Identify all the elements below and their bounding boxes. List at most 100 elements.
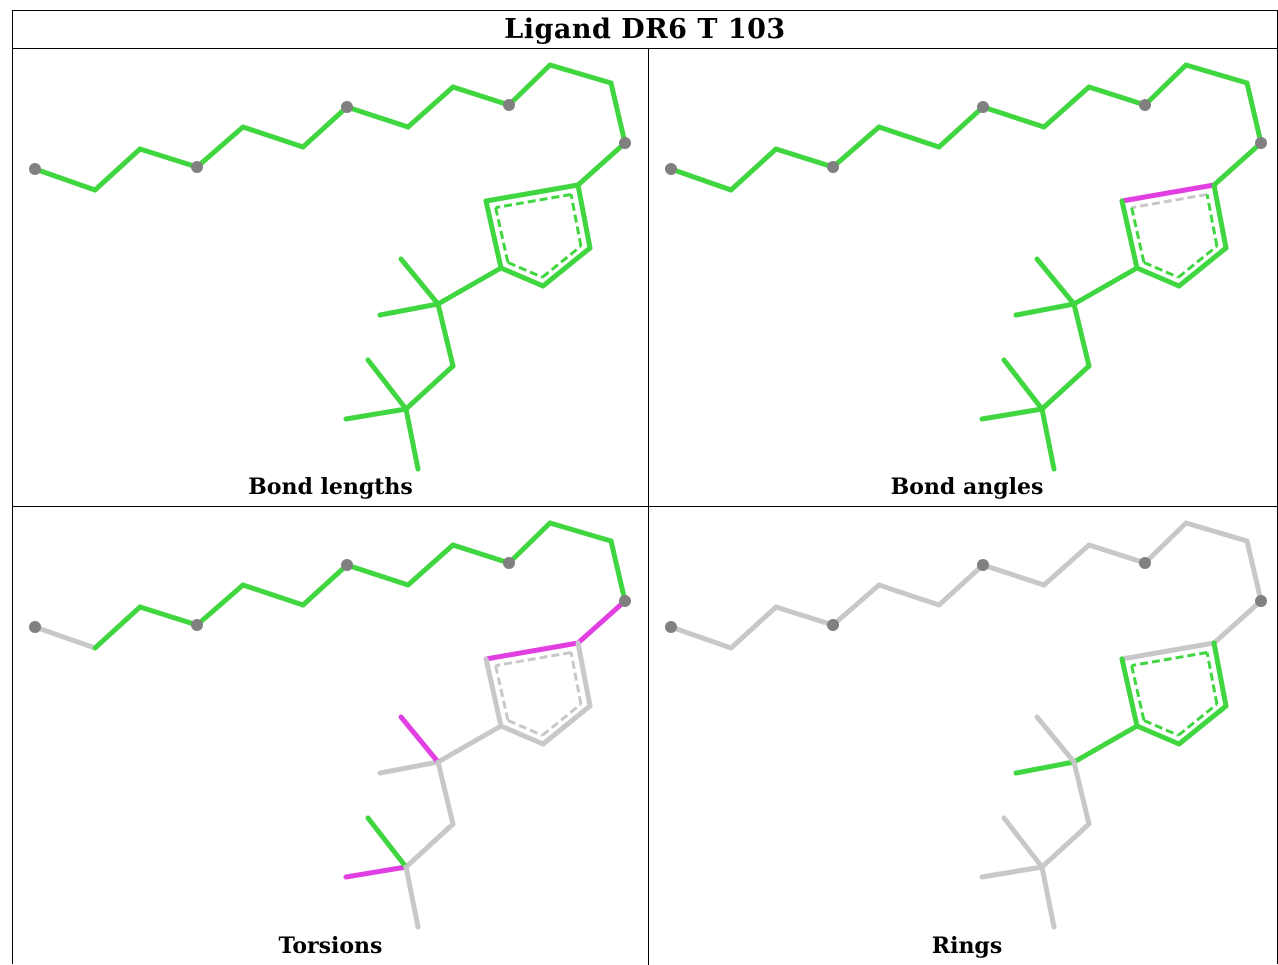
bond-15-16 — [498, 723, 546, 747]
title-row: Ligand DR6 T 103 — [13, 11, 1277, 49]
bond-22-24 — [365, 815, 409, 870]
bond-13-14 — [483, 640, 581, 662]
bond-6-7 — [980, 104, 1047, 130]
bond-16-17 — [1176, 245, 1229, 289]
panel-caption: Torsions — [278, 933, 383, 959]
bond-22-25 — [403, 406, 421, 472]
bond-12-13 — [575, 598, 628, 646]
bond-12-13 — [1211, 140, 1264, 188]
aromatic-bond-dash — [541, 702, 582, 737]
atom-sphere — [503, 557, 515, 569]
aromatic-bond-dash — [507, 261, 543, 279]
panel-bond-lengths: Bond lengths — [13, 49, 649, 507]
aromatic-bond-dash — [1177, 702, 1218, 737]
atom-sphere — [977, 559, 989, 571]
bond-15-18 — [1071, 265, 1140, 307]
bond-8-9 — [450, 84, 512, 108]
bond-3-4 — [194, 124, 246, 170]
atom-sphere — [827, 619, 839, 631]
bond-22-24 — [365, 357, 409, 412]
aromatic-bond-dash — [495, 192, 572, 210]
bond-1-2 — [728, 146, 779, 193]
bond-10-11 — [1183, 62, 1250, 86]
bond-10-11 — [547, 62, 614, 86]
bond-18-19 — [1013, 301, 1077, 318]
bond-13-14 — [1119, 640, 1217, 662]
bond-2-3 — [773, 604, 836, 628]
bond-5-6 — [300, 562, 350, 608]
bond-18-20 — [398, 256, 441, 307]
panel-caption: Bond lengths — [248, 474, 413, 500]
bond-9-10 — [1142, 62, 1189, 108]
bond-21-22 — [403, 363, 456, 412]
bond-15-16 — [498, 265, 546, 289]
bond-17-13 — [1211, 182, 1229, 251]
aromatic-bond-dash — [569, 652, 583, 705]
bond-1-2 — [728, 604, 779, 651]
atom-sphere — [619, 137, 631, 149]
bond-3-4 — [830, 582, 882, 628]
bond-2-3 — [137, 604, 200, 628]
bond-18-21 — [1071, 759, 1092, 827]
atom-sphere — [1255, 137, 1267, 149]
bond-14-15 — [1119, 656, 1140, 729]
bond-2-3 — [137, 146, 200, 170]
bond-6-7 — [344, 562, 411, 588]
atom-sphere — [191, 619, 203, 631]
bond-7-8 — [1041, 84, 1092, 130]
aromatic-bond-dash — [1143, 261, 1179, 279]
atom-sphere — [827, 161, 839, 173]
atom-sphere — [1139, 99, 1151, 111]
aromatic-bond-dash — [1131, 650, 1208, 668]
bond-18-20 — [398, 714, 441, 765]
aromatic-bond-dash — [1131, 192, 1208, 210]
bond-18-19 — [377, 759, 441, 776]
bond-2-3 — [773, 146, 836, 170]
aromatic-bond-dash — [1130, 207, 1146, 263]
bond-14-15 — [483, 198, 504, 271]
bond-15-18 — [1071, 723, 1140, 765]
aromatic-bond-dash — [494, 207, 510, 263]
bond-0-1 — [32, 166, 98, 193]
bond-22-24 — [1001, 357, 1045, 412]
bond-18-21 — [1071, 301, 1092, 369]
bond-18-20 — [1034, 714, 1077, 765]
aromatic-bond-dash — [1143, 719, 1179, 737]
bond-15-16 — [1134, 723, 1182, 747]
bond-0-1 — [32, 624, 98, 651]
bond-4-5 — [240, 582, 306, 608]
bond-22-23 — [979, 864, 1045, 880]
bond-9-10 — [1142, 520, 1189, 566]
figure-title: Ligand DR6 T 103 — [504, 14, 786, 45]
bond-18-19 — [1013, 759, 1077, 776]
bond-10-11 — [547, 520, 614, 544]
bond-11-12 — [608, 80, 628, 146]
bond-18-21 — [435, 759, 456, 827]
bond-16-17 — [540, 703, 593, 747]
bond-8-9 — [1086, 542, 1148, 566]
bond-21-22 — [1039, 821, 1092, 870]
bond-11-12 — [1244, 538, 1264, 604]
aromatic-bond-dash — [494, 665, 510, 721]
atom-sphere — [665, 163, 677, 175]
bond-4-5 — [876, 124, 942, 150]
atom-sphere — [29, 621, 41, 633]
bond-14-15 — [483, 656, 504, 729]
bond-21-22 — [403, 821, 456, 870]
atom-sphere — [665, 621, 677, 633]
bond-1-2 — [92, 146, 143, 193]
bond-22-24 — [1001, 815, 1045, 870]
bond-8-9 — [1086, 84, 1148, 108]
bond-11-12 — [608, 538, 628, 604]
bond-9-10 — [506, 62, 553, 108]
panel-rings: Rings — [649, 507, 1278, 965]
bond-5-6 — [300, 104, 350, 150]
aromatic-bond-dash — [541, 244, 582, 279]
bond-0-1 — [668, 624, 734, 651]
molecule-diagram — [29, 62, 631, 472]
bond-14-15 — [1119, 198, 1140, 271]
bond-0-1 — [668, 166, 734, 193]
bond-17-13 — [1211, 640, 1229, 709]
atom-sphere — [341, 559, 353, 571]
bond-13-14 — [1119, 182, 1217, 204]
